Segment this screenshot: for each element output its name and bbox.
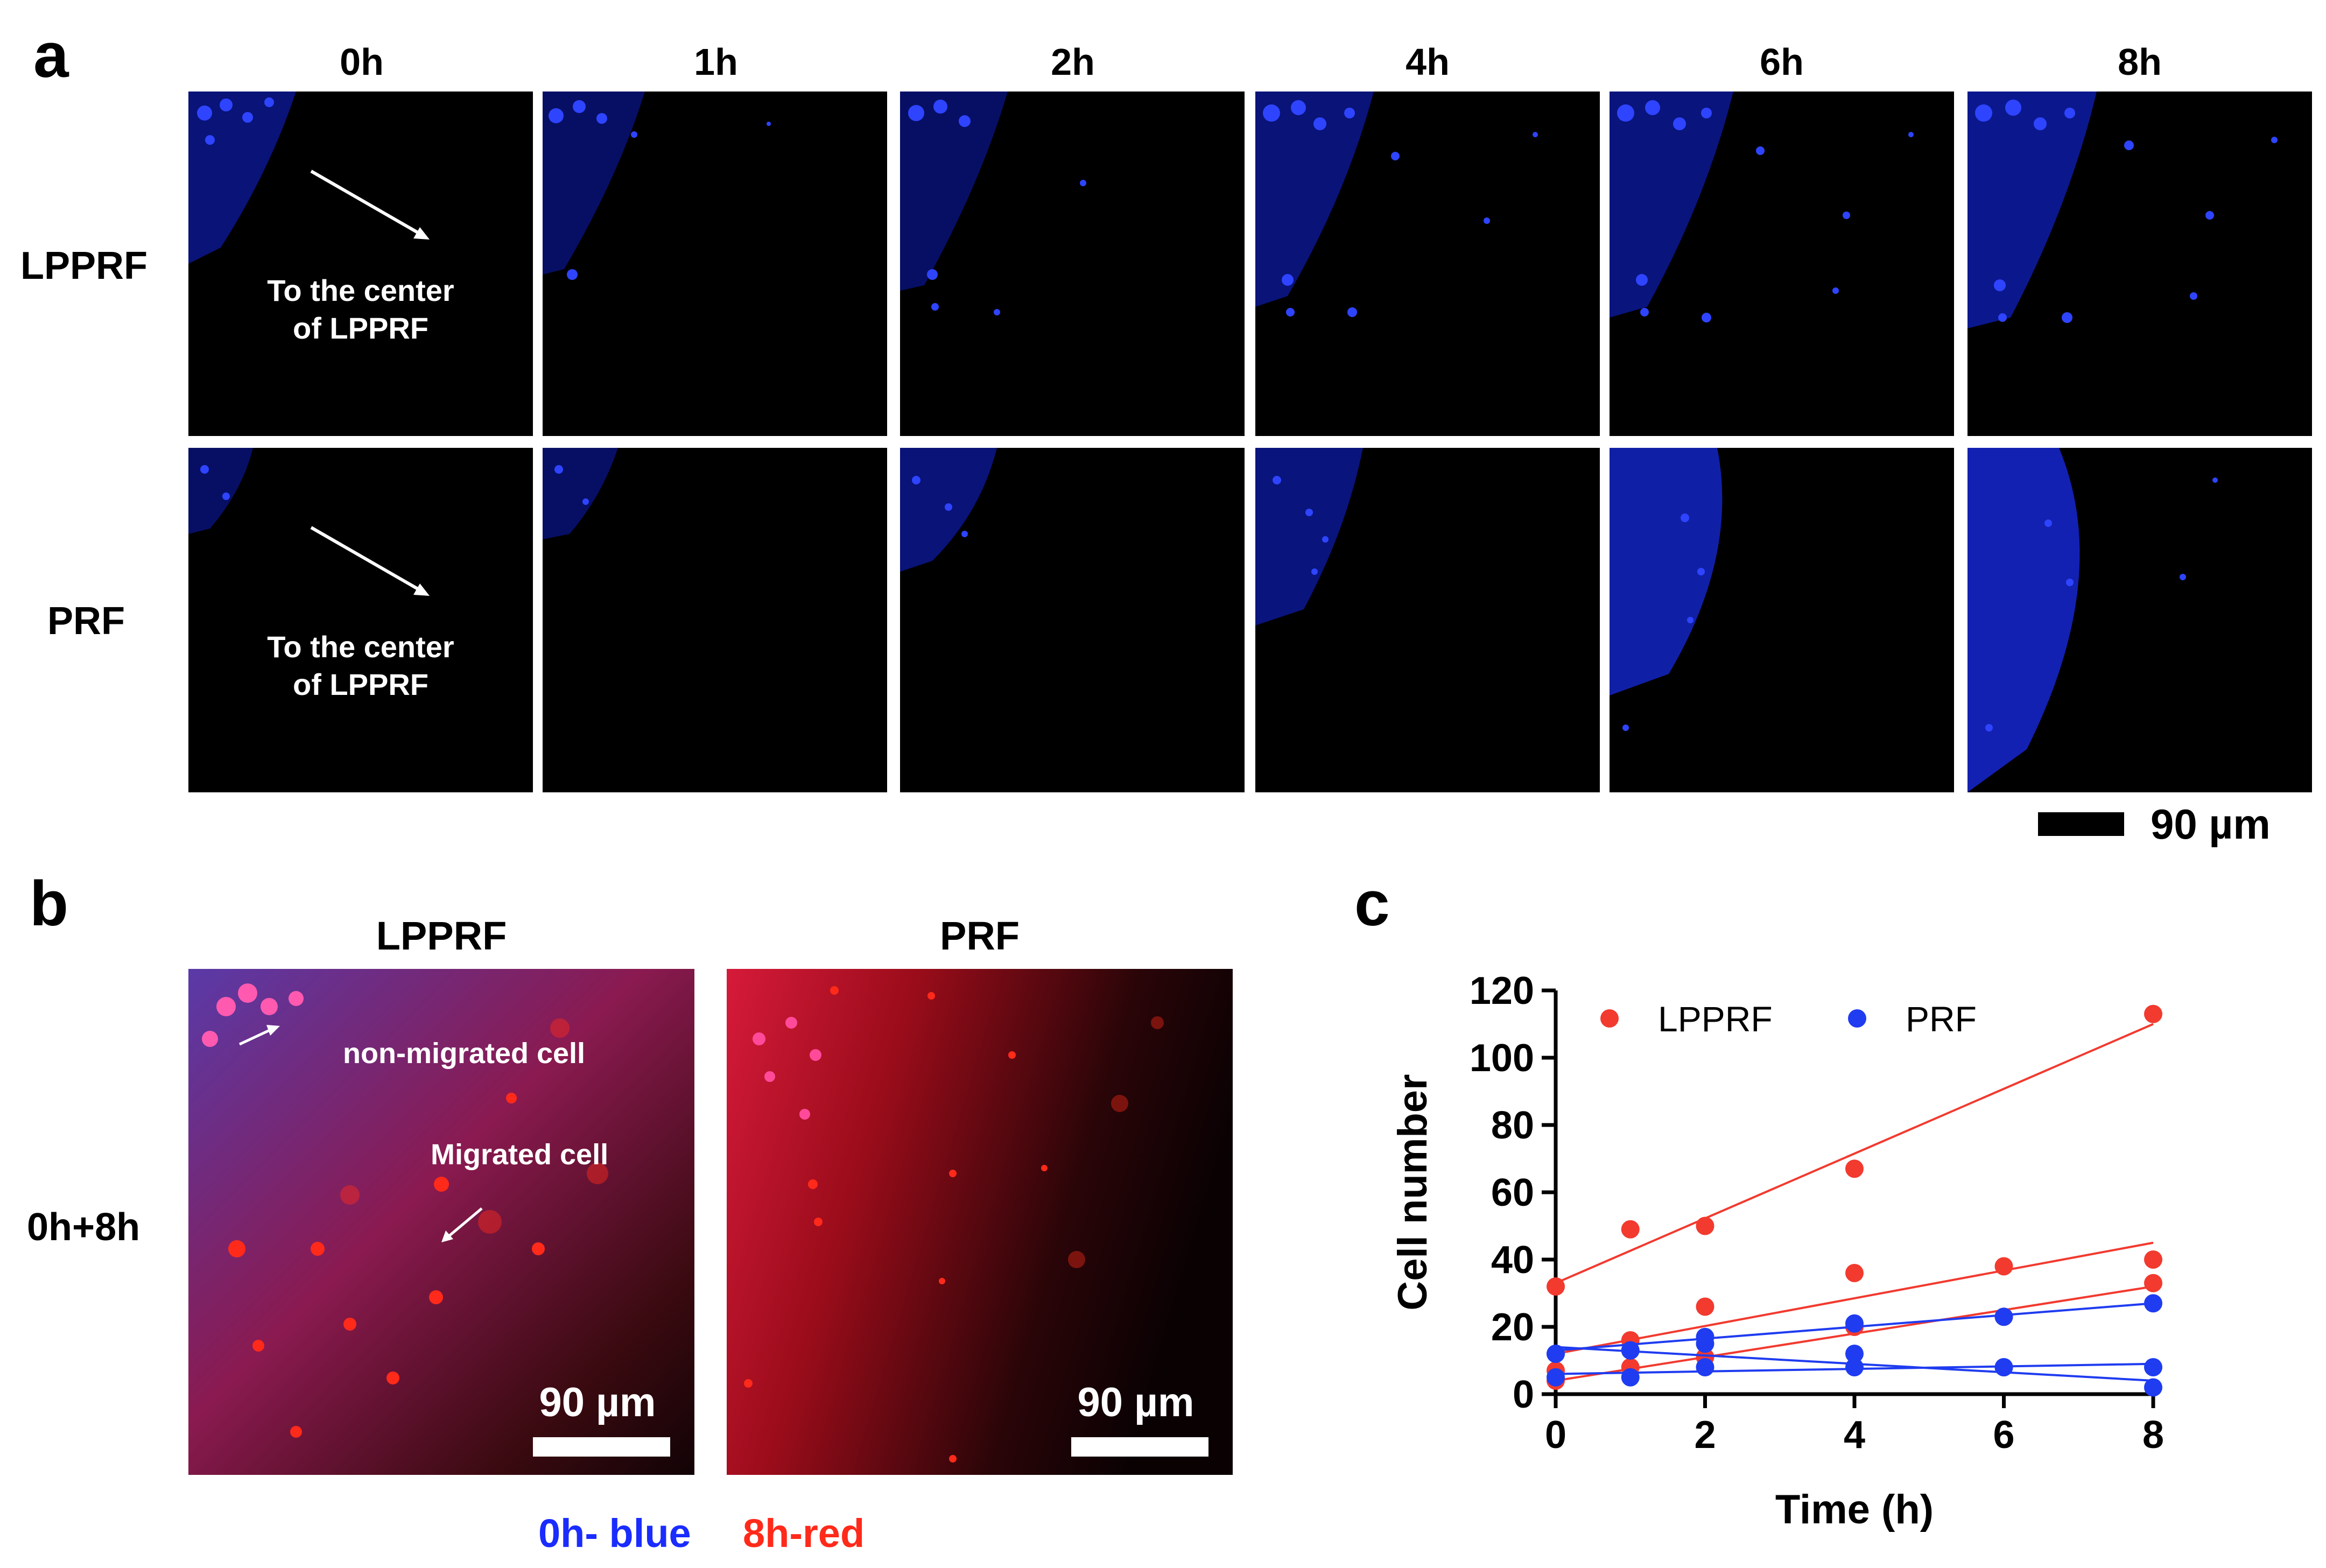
- data-point-lpprf: [2144, 1274, 2162, 1292]
- y-tick-label: 80: [1491, 1104, 1534, 1147]
- micrograph-prf-6h: [1610, 448, 1954, 792]
- panel-a-scale-bar: [2038, 812, 2124, 836]
- micrograph-prf-8h: [1967, 448, 2312, 792]
- data-point-lpprf: [1994, 1257, 2013, 1276]
- panel-b-lpprf-scale-label: 90 µm: [539, 1380, 656, 1425]
- panel-c-letter: c: [1354, 868, 1390, 939]
- data-point-lpprf: [2144, 1250, 2162, 1269]
- column-0h-label: 0h: [340, 41, 384, 83]
- micrograph-lpprf-8h: [1967, 92, 2312, 436]
- legend-label-lpprf: LPPRF: [1658, 999, 1773, 1039]
- data-point-prf: [1547, 1368, 1565, 1387]
- data-point-lpprf: [1845, 1159, 1864, 1178]
- data-point-prf: [2144, 1378, 2162, 1397]
- data-point-lpprf: [1845, 1264, 1864, 1282]
- data-point-prf: [1621, 1341, 1640, 1360]
- x-tick-label: 4: [1844, 1414, 1865, 1457]
- panel-b-letter: b: [30, 868, 69, 939]
- overlay-micrograph-prf: [727, 969, 1233, 1475]
- panel-b-prf-scale-label: 90 µm: [1077, 1380, 1194, 1425]
- data-point-prf: [1696, 1358, 1714, 1376]
- y-axis-label: Cell number: [1390, 1074, 1436, 1310]
- column-2h-label: 2h: [1051, 41, 1095, 83]
- data-point-prf: [1994, 1358, 2013, 1376]
- legend-marker-lpprf: [1600, 1009, 1619, 1028]
- micrograph-lpprf-4h: [1255, 92, 1600, 436]
- x-tick-label: 6: [1993, 1414, 2014, 1457]
- overlay-micrograph-lpprf: [188, 969, 694, 1475]
- column-4h-label: 4h: [1406, 41, 1450, 83]
- data-point-prf: [2144, 1358, 2162, 1376]
- legend-label-prf: PRF: [1906, 999, 1977, 1039]
- y-tick-label: 20: [1491, 1306, 1534, 1349]
- micrograph-lpprf-2h: [900, 92, 1245, 436]
- data-point-prf: [1845, 1358, 1864, 1376]
- legend-red-label: 8h-red: [743, 1511, 865, 1556]
- row-lpprf-label: LPPRF: [20, 244, 148, 287]
- column-6h-label: 6h: [1760, 41, 1804, 83]
- fit-line-lpprf-1: [1555, 1023, 2154, 1284]
- micrograph-prf-1h: [543, 448, 887, 792]
- column-1h-label: 1h: [694, 41, 738, 83]
- data-point-lpprf: [1547, 1277, 1565, 1296]
- panel-b-prf-title: PRF: [940, 913, 1020, 958]
- data-point-lpprf: [1696, 1217, 1714, 1235]
- data-point-lpprf: [1696, 1297, 1714, 1316]
- row-prf-label: PRF: [47, 600, 125, 643]
- annotation-non-migrated-cell: non-migrated cell: [343, 1037, 586, 1070]
- data-point-prf: [1845, 1345, 1864, 1363]
- x-tick-label: 2: [1694, 1414, 1716, 1457]
- legend-marker-prf: [1848, 1009, 1866, 1028]
- x-axis-label: Time (h): [1775, 1487, 1934, 1532]
- panel-a-scale-label: 90 µm: [2151, 800, 2271, 848]
- column-8h-label: 8h: [2118, 41, 2162, 83]
- y-tick-label: 100: [1470, 1037, 1534, 1080]
- y-tick-label: 60: [1491, 1171, 1534, 1214]
- y-tick-label: 120: [1470, 969, 1534, 1012]
- arrow-annotation-prf: To the center of LPPRF: [267, 630, 454, 701]
- micrograph-lpprf-1h: [543, 92, 887, 436]
- data-point-lpprf: [2144, 1004, 2162, 1023]
- micrograph-prf-4h: [1255, 448, 1600, 792]
- data-point-prf: [1547, 1345, 1565, 1363]
- arrow-annotation-lpprf: To the center of LPPRF: [267, 273, 454, 345]
- data-point-prf: [1845, 1314, 1864, 1333]
- micrograph-prf-0h: [188, 448, 533, 792]
- micrograph-lpprf-6h: [1610, 92, 1954, 436]
- legend-blue-label: 0h- blue: [538, 1511, 691, 1556]
- data-point-prf: [2144, 1294, 2162, 1313]
- micrograph-prf-2h: [900, 448, 1245, 792]
- x-tick-label: 0: [1545, 1414, 1566, 1457]
- data-point-prf: [1696, 1334, 1714, 1353]
- micrograph-lpprf-0h: [188, 92, 533, 436]
- x-tick-label: 8: [2142, 1414, 2164, 1457]
- y-tick-label: 0: [1513, 1373, 1534, 1416]
- cell-migration-chart: 0 2 4 6 8 0 20 40 60 80 100 120 Time (h) Cell number L…: [1378, 958, 2218, 1561]
- data-point-lpprf: [1621, 1220, 1640, 1239]
- fit-line-lpprf-2: [1555, 1241, 2154, 1355]
- data-point-prf: [1994, 1307, 2013, 1326]
- panel-b-row-label: 0h+8h: [27, 1206, 140, 1249]
- annotation-migrated-cell: Migrated cell: [431, 1138, 609, 1171]
- y-tick-label: 40: [1491, 1239, 1534, 1282]
- data-point-prf: [1621, 1368, 1640, 1387]
- panel-a-letter: a: [33, 20, 69, 91]
- panel-b-lpprf-title: LPPRF: [376, 913, 507, 958]
